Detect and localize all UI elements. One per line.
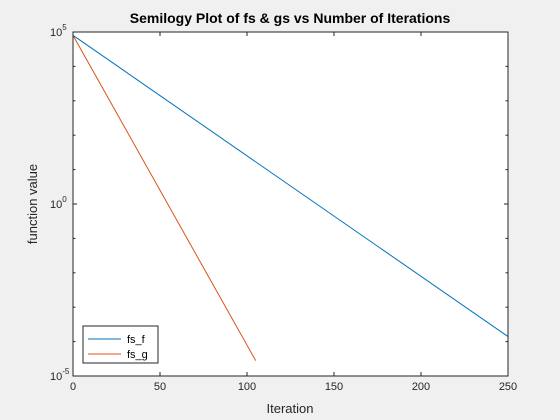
y-tick-label: 10-5 (50, 367, 70, 383)
x-tick-label: 0 (70, 381, 76, 393)
legend[interactable]: fs_f fs_g (82, 325, 159, 364)
y-axis-label: function value (25, 164, 40, 244)
y-tick-label: 105 (50, 23, 67, 39)
series-layer (72, 34, 509, 361)
legend-label-fs_f: fs_f (127, 334, 146, 346)
legend-label-fs_g: fs_g (127, 349, 148, 361)
x-axis-label: Iteration (267, 401, 314, 416)
x-tick-label: 200 (412, 381, 430, 393)
series-line-fs_g (72, 35, 257, 361)
series-line-fs_f (72, 34, 509, 337)
chart-title: Semilogy Plot of fs & gs vs Number of It… (130, 10, 451, 26)
legend-box (82, 325, 159, 364)
x-tick-label: 150 (325, 381, 343, 393)
x-tick-label: 50 (154, 381, 166, 393)
y-tick-label: 100 (50, 195, 67, 211)
x-tick-label: 250 (499, 381, 517, 393)
x-tick-label: 100 (238, 381, 256, 393)
axes-box (72, 31, 509, 377)
axes-background (73, 32, 508, 376)
